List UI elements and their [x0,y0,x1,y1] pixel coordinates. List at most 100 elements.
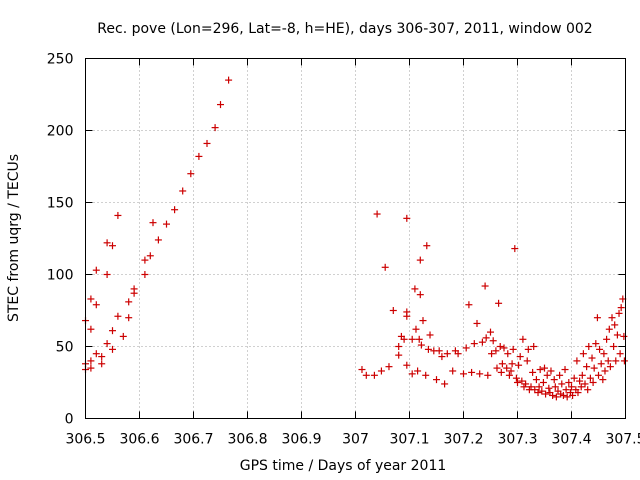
data-point [454,350,462,358]
data-point [435,347,443,355]
data-point [508,360,516,368]
data-point [518,377,526,385]
y-axis-label: STEC from uqrg / TECUs [6,154,22,322]
data-point [449,367,457,375]
data-point [551,383,559,391]
data-point [141,256,149,264]
data-point [92,350,100,358]
data-point [584,386,592,394]
data-point [515,361,523,369]
data-point [500,344,508,352]
data-point [512,374,520,382]
data-point [615,309,623,317]
data-point [92,301,100,309]
data-point [620,357,628,365]
data-point [585,343,593,350]
data-point [519,335,527,343]
x-tick-label: 307.3 [497,432,537,448]
data-point [616,350,624,358]
data-point [511,245,519,253]
data-point [578,371,586,379]
data-point [414,367,422,375]
data-point [373,210,381,218]
data-point [583,363,591,371]
data-point [593,314,601,322]
data-point [545,384,553,392]
x-tick-label: 306.6 [119,432,159,448]
data-point [416,291,424,299]
data-point [603,335,611,343]
axis-ticks [85,58,626,419]
data-point [415,335,423,343]
data-point [541,364,548,372]
data-point [558,380,566,388]
data-point [473,319,481,327]
data-point [492,347,500,355]
data-point [103,239,111,247]
data-point [576,377,584,385]
data-point [605,325,613,333]
data-point [119,332,127,340]
data-point [574,389,582,397]
data-point [109,327,116,335]
data-point [225,76,233,84]
data-point [114,312,122,320]
data-point [589,379,597,386]
data-point [495,299,503,307]
y-tick-label: 100 [47,268,74,284]
x-tick-label: 307.4 [551,432,591,448]
data-point [543,371,551,379]
data-point [403,214,411,222]
data-point [395,351,403,359]
y-tick-labels: 0 50 100 150 200 250 [47,52,74,428]
data-point [377,367,385,375]
data-point [468,368,476,376]
data-point [385,363,393,371]
data-point [217,101,224,109]
data-point [597,360,605,368]
data-point [87,325,95,333]
data-point [441,380,449,388]
data-point [610,343,618,350]
data-point [565,379,573,386]
data-point [438,353,446,361]
data-point [549,391,557,399]
data-point [389,307,397,314]
data-point [516,353,524,361]
data-point [163,220,170,228]
data-point [179,187,187,195]
data-point [403,312,411,320]
data-point [478,338,486,346]
data-point [146,252,154,260]
data-point [532,376,540,384]
y-tick-label: 200 [47,124,74,140]
data-point [530,343,538,350]
data-point [514,379,521,386]
data-point [608,314,616,322]
data-point [408,335,416,343]
x-tick-label: 306.8 [227,432,267,448]
data-point [562,386,570,394]
data-point [550,376,558,384]
data-point [527,383,535,391]
data-point [581,380,589,388]
data-point [524,345,532,353]
data-point [417,341,425,349]
data-point [149,219,157,227]
data-point [211,124,219,132]
data-point [498,360,506,368]
data-point [620,332,628,340]
data-point [362,371,370,379]
data-point [419,317,427,325]
data-point [538,387,546,395]
data-point [503,364,511,372]
data-point [424,345,432,353]
data-point [488,350,496,358]
data-point [114,211,122,219]
data-point [592,340,600,348]
data-point [87,357,95,365]
data-point [535,383,543,391]
data-point [103,271,111,278]
data-point [87,295,95,303]
